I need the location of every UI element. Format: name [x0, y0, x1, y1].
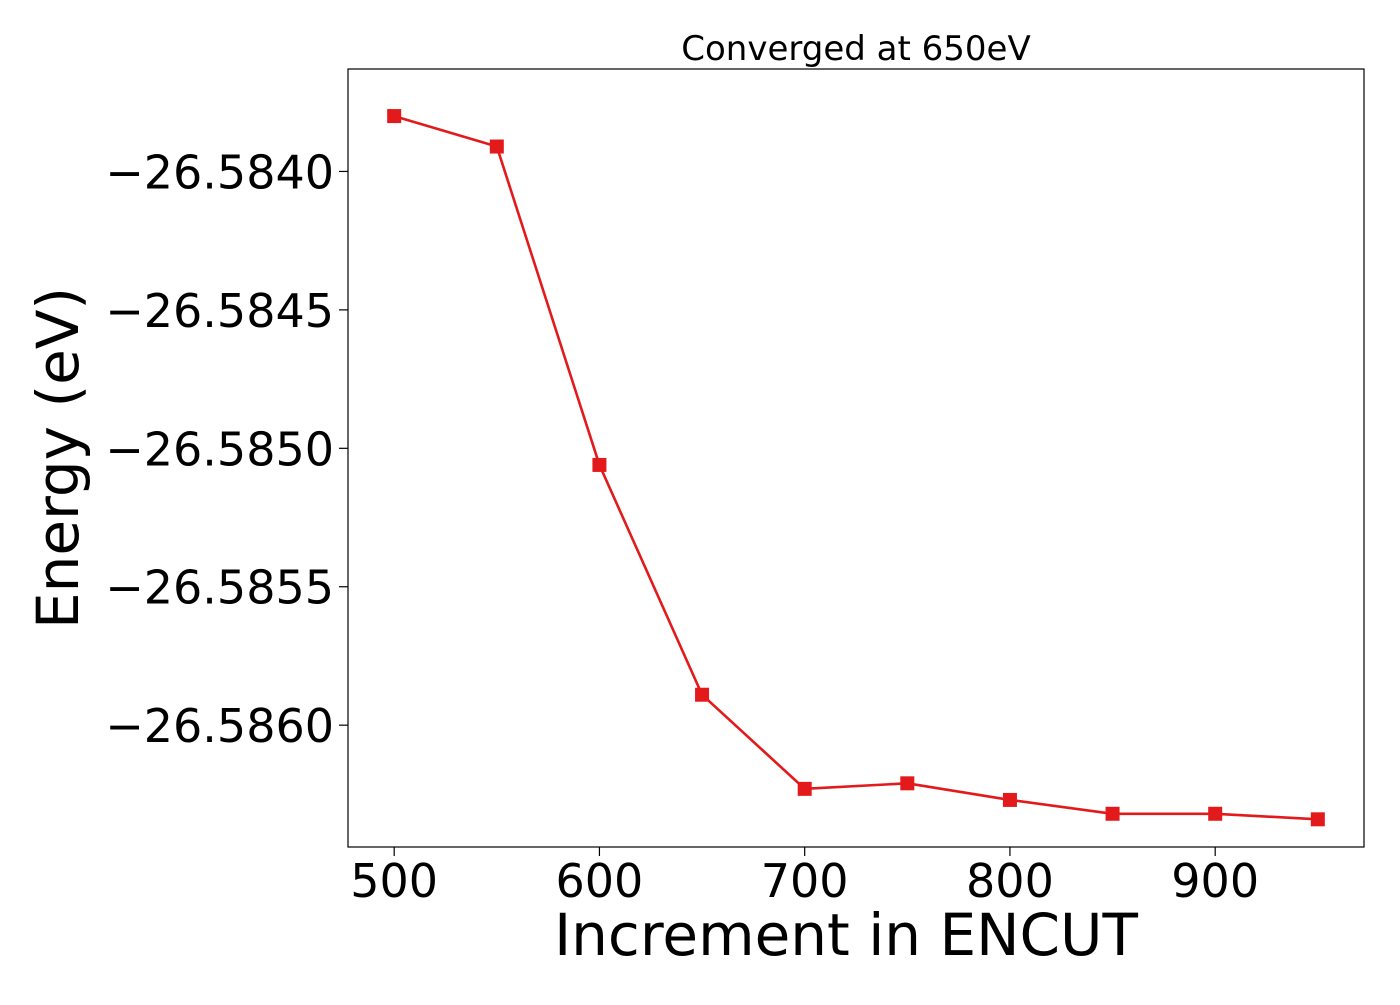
- y-tick-label: −26.5860: [105, 699, 334, 753]
- data-point-marker: [900, 776, 915, 791]
- x-tick-label: 800: [966, 854, 1054, 908]
- data-point-marker: [387, 109, 402, 124]
- x-tick-label: 700: [761, 854, 849, 908]
- y-tick-label: −26.5850: [105, 422, 334, 476]
- data-point-marker: [695, 687, 710, 702]
- x-axis-ticks: 500 600 700 800 900: [350, 847, 1259, 908]
- y-tick-label: −26.5840: [105, 145, 334, 199]
- series-line: [393, 114, 1318, 821]
- data-point-marker: [489, 139, 504, 154]
- y-axis-ticks: −26.5840 −26.5845 −26.5850 −26.5855 −26.5860: [105, 145, 348, 753]
- chart-title: Converged at 650eV: [681, 29, 1030, 69]
- x-tick-label: 600: [556, 854, 644, 908]
- plot-area: [347, 68, 1365, 848]
- x-tick-label: 500: [350, 854, 438, 908]
- y-axis-label: Energy (eV): [24, 287, 92, 629]
- x-axis-label: Increment in ENCUT: [554, 901, 1138, 969]
- data-point-marker: [592, 457, 607, 472]
- data-point-marker: [797, 781, 812, 796]
- data-point-marker: [1105, 806, 1120, 821]
- data-point-marker: [1002, 792, 1017, 807]
- data-point-marker: [1310, 812, 1325, 827]
- series-layer: [387, 109, 1325, 827]
- x-tick-label: 900: [1171, 854, 1259, 908]
- data-point-marker: [1208, 806, 1223, 821]
- y-tick-label: −26.5845: [105, 284, 334, 338]
- y-tick-label: −26.5855: [105, 561, 334, 615]
